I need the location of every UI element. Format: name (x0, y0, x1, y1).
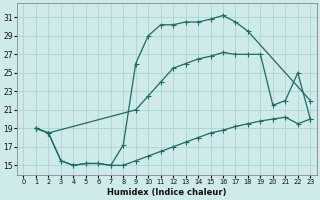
X-axis label: Humidex (Indice chaleur): Humidex (Indice chaleur) (107, 188, 227, 197)
